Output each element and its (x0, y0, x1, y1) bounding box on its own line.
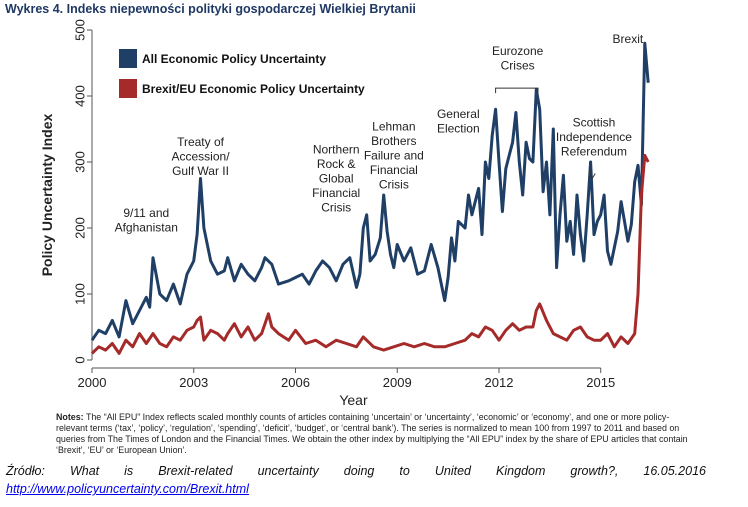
x-tick-label: 2009 (383, 375, 412, 390)
series-line-all (90, 41, 650, 342)
notes-label: Notes: (56, 412, 84, 422)
annotation-label: Eurozone Crises (492, 44, 544, 73)
y-tick-label: 200 (73, 217, 88, 239)
source-word: 16.05.2016 (643, 464, 706, 478)
source-word: growth?, (570, 464, 619, 478)
x-tick-label: 2003 (179, 375, 208, 390)
source-word: uncertainty (257, 464, 319, 478)
chart-axes: 0 100 200 300 400 500 2000 2003 2006 2009 2012 2015… (39, 19, 615, 408)
chart-svg: 0 100 200 300 400 500 2000 2003 2006 2009 2012 2015… (39, 19, 650, 408)
source-word: is (124, 464, 134, 478)
y-axis-label: Policy Uncertainty Index (39, 113, 55, 276)
legend-swatch-all (119, 49, 137, 68)
source-title: Źródło: What is Brexit-related uncertainty do… (6, 464, 706, 478)
y-tick-label: 0 (73, 356, 88, 363)
eurozone-bracket (495, 87, 539, 94)
series-line-brexit (90, 153, 650, 355)
source-word: Źródło: (6, 464, 45, 478)
chart-series (90, 41, 650, 355)
source-word: doing (343, 464, 375, 478)
chart: 0 100 200 300 400 500 2000 2003 2006 2009 2012 2015… (0, 18, 748, 408)
legend-label-all: All Economic Policy Uncertainty (142, 52, 326, 66)
annotation-label: Lehman Brothers Failure and Financial Crisis (364, 119, 424, 191)
x-axis-label: Year (339, 392, 368, 408)
annotation-label: Brexit (613, 32, 644, 46)
legend-label-brexit: Brexit/EU Economic Policy Uncertainty (142, 82, 365, 96)
chart-annotations: 9/11 and Afghanistan Treaty of Accession/Gu… (115, 32, 644, 234)
annotation-label: Treaty of Accession/Gulf War II (172, 135, 231, 178)
x-tick-label: 2000 (78, 375, 107, 390)
y-tick-label: 400 (73, 85, 88, 107)
legend-swatch-brexit (119, 79, 137, 98)
annotation-label: General Election (437, 107, 480, 136)
referendum-arrowhead (588, 173, 596, 180)
chart-legend: All Economic Policy Uncertainty Brexit/EU… (119, 49, 365, 98)
source-word: Brexit-related (158, 464, 233, 478)
annotation-label: Northern Rock & Global Financial Crisis (312, 143, 360, 215)
source-word: to (399, 464, 410, 478)
y-tick-label: 100 (73, 283, 88, 305)
source-link[interactable]: http://www.policyuncertainty.com/Brexit.… (6, 482, 249, 496)
x-tick-label: 2006 (281, 375, 310, 390)
y-tick-label: 500 (73, 19, 88, 41)
chart-notes: Notes: The “All EPU” Index reflects scal… (56, 412, 696, 456)
source-word: Kingdom (496, 464, 546, 478)
figure-header: Wykres 4. Indeks niepewności polityki go… (5, 2, 416, 16)
x-tick-label: 2012 (485, 375, 514, 390)
notes-text: The “All EPU” Index reflects scaled mont… (56, 412, 688, 455)
source-citation: Źródło: What is Brexit-related uncertainty do… (6, 464, 706, 496)
source-word: United (434, 464, 472, 478)
annotation-label: 9/11 and Afghanistan (115, 206, 178, 235)
source-word: What (69, 464, 100, 478)
y-tick-label: 300 (73, 151, 88, 173)
x-tick-label: 2015 (586, 375, 615, 390)
annotation-label: Scottish Independence Referendum (556, 115, 632, 158)
referendum-arrow (588, 167, 593, 179)
